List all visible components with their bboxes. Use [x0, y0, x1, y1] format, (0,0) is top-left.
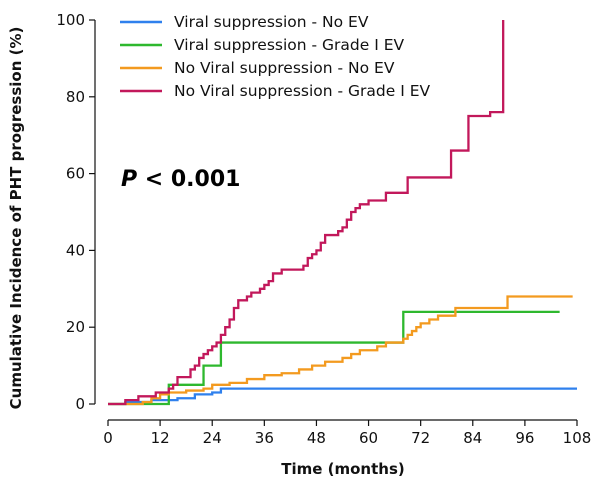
p-value-rest: < 0.001 — [137, 167, 240, 192]
y-axis: 0 20 40 60 80 100 Cumulative Incidence of PHT… — [7, 11, 96, 413]
y-tick-label: 40 — [66, 241, 85, 259]
x-tick-label: 72 — [411, 429, 430, 447]
legend-label: No Viral suppression - No EV — [174, 59, 395, 77]
x-tick-label: 60 — [359, 429, 378, 447]
x-ticks: 0 12 24 36 48 60 72 84 96 108 — [103, 420, 591, 447]
series-group — [108, 20, 577, 406]
y-tick-label: 100 — [56, 11, 85, 29]
y-tick-label: 60 — [66, 165, 85, 183]
y-ticks: 0 20 40 60 80 100 — [56, 11, 95, 413]
legend-label: Viral suppression - Grade I EV — [174, 36, 405, 54]
y-tick-label: 0 — [75, 395, 85, 413]
y-tick-label: 80 — [66, 88, 85, 106]
legend-label: Viral suppression - No EV — [174, 13, 369, 31]
x-tick-label: 24 — [203, 429, 222, 447]
y-axis-title: Cumulative Incidence of PHT progression … — [7, 27, 25, 410]
x-tick-label: 36 — [255, 429, 274, 447]
x-tick-label: 0 — [103, 429, 113, 447]
series-line-2 — [108, 310, 560, 406]
x-axis-title: Time (months) — [281, 460, 405, 478]
x-tick-label: 96 — [515, 429, 534, 447]
p-value-annotation: P < 0.001 — [121, 167, 240, 192]
series-line-3 — [108, 295, 573, 406]
x-tick-label: 48 — [307, 429, 326, 447]
legend: Viral suppression - No EV Viral suppressi… — [120, 13, 431, 100]
legend-label: No Viral suppression - Grade I EV — [174, 82, 431, 100]
series-line-1 — [108, 387, 577, 406]
x-tick-label: 84 — [463, 429, 482, 447]
x-axis: 0 12 24 36 48 60 72 84 96 108 Time (months) — [103, 419, 591, 478]
y-tick-label: 20 — [66, 318, 85, 336]
x-tick-label: 12 — [151, 429, 170, 447]
series-line-4 — [108, 20, 505, 406]
x-tick-label: 108 — [563, 429, 592, 447]
p-value-italic: P — [121, 167, 137, 192]
